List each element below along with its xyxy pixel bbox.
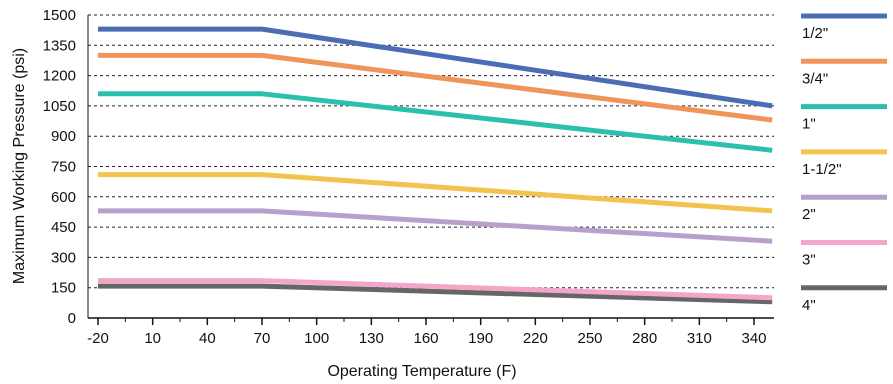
series-line xyxy=(98,283,773,305)
series-lines xyxy=(98,26,773,305)
y-tick-label: 150 xyxy=(51,280,76,297)
x-tick-label: 10 xyxy=(144,330,161,347)
legend-label: 1" xyxy=(802,116,816,133)
series-line xyxy=(98,278,773,301)
y-tick-label: 1350 xyxy=(43,37,76,54)
x-tick-label: 280 xyxy=(632,330,657,347)
x-tick-label: 250 xyxy=(577,330,602,347)
legend-label: 1-1/2" xyxy=(802,161,842,178)
x-tick-label: 340 xyxy=(741,330,766,347)
x-tick-label: 190 xyxy=(468,330,493,347)
x-tick-label: 100 xyxy=(304,330,329,347)
legend-label: 1/2" xyxy=(802,25,828,42)
x-tick-label: 70 xyxy=(254,330,271,347)
x-tick-label: -20 xyxy=(87,330,109,347)
series-line xyxy=(98,172,773,214)
x-tick-label: 40 xyxy=(199,330,216,347)
series-line xyxy=(98,208,773,244)
x-axis-label: Operating Temperature (F) xyxy=(327,363,516,380)
legend-label: 4" xyxy=(802,297,816,314)
y-tick-label: 750 xyxy=(51,159,76,176)
y-tick-label: 900 xyxy=(51,128,76,145)
y-tick-label: 450 xyxy=(51,219,76,236)
legend-label: 2" xyxy=(802,206,816,223)
y-tick-label: 0 xyxy=(68,310,76,327)
legend-label: 3" xyxy=(802,252,816,269)
x-tick-label: 130 xyxy=(359,330,384,347)
y-axis-label: Maximum Working Pressure (psi) xyxy=(11,48,28,284)
series-line xyxy=(98,26,773,109)
series-line xyxy=(98,52,773,123)
y-tick-label: 300 xyxy=(51,249,76,266)
x-tick-label: 220 xyxy=(523,330,548,347)
y-tick-label: 1500 xyxy=(43,7,76,24)
y-tick-label: 1200 xyxy=(43,68,76,85)
y-tick-label: 600 xyxy=(51,189,76,206)
series-line xyxy=(98,91,773,153)
x-axis-ticks: -20 10 40 70 100 130 160 190 220 250 280 310 340 xyxy=(87,318,767,347)
legend-label: 3/4" xyxy=(802,70,828,87)
x-tick-label: 310 xyxy=(687,330,712,347)
legend: 1/2" 3/4" 1" 1-1/2" 2" 3" 4" xyxy=(801,13,887,314)
y-axis-ticks: 0 150 300 450 600 750 900 1050 1200 1350 1500 xyxy=(43,7,76,327)
grid-lines xyxy=(88,14,774,289)
x-tick-label: 160 xyxy=(413,330,438,347)
y-tick-label: 1050 xyxy=(43,98,76,115)
